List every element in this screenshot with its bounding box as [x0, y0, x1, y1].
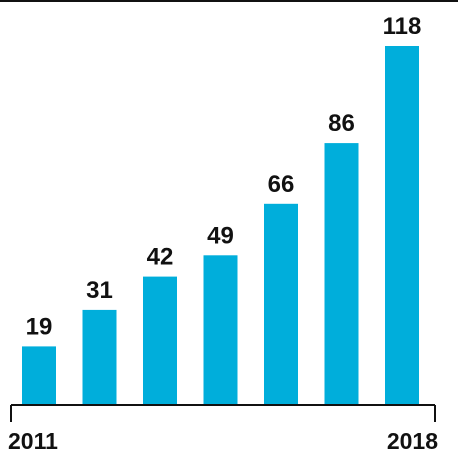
bars-group	[22, 46, 419, 404]
x-axis	[10, 404, 436, 422]
bar-1	[82, 309, 117, 404]
value-label-2: 42	[147, 244, 174, 271]
bar-2	[143, 276, 177, 404]
value-labels-group: 19 31 42 49 66 86 118	[26, 13, 422, 340]
value-label-6: 118	[383, 13, 422, 40]
value-label-4: 66	[268, 171, 295, 198]
x-axis-start-label: 2011	[8, 428, 58, 454]
bar-3	[203, 255, 238, 404]
value-label-5: 86	[328, 110, 355, 137]
bar-0	[22, 346, 56, 404]
value-label-0: 19	[26, 313, 53, 340]
value-label-1: 31	[86, 277, 113, 304]
bar-4	[264, 203, 298, 404]
bar-6	[385, 46, 419, 404]
x-axis-end-label: 2018	[387, 428, 438, 454]
bar-5	[324, 143, 359, 404]
value-label-3: 49	[207, 222, 234, 249]
